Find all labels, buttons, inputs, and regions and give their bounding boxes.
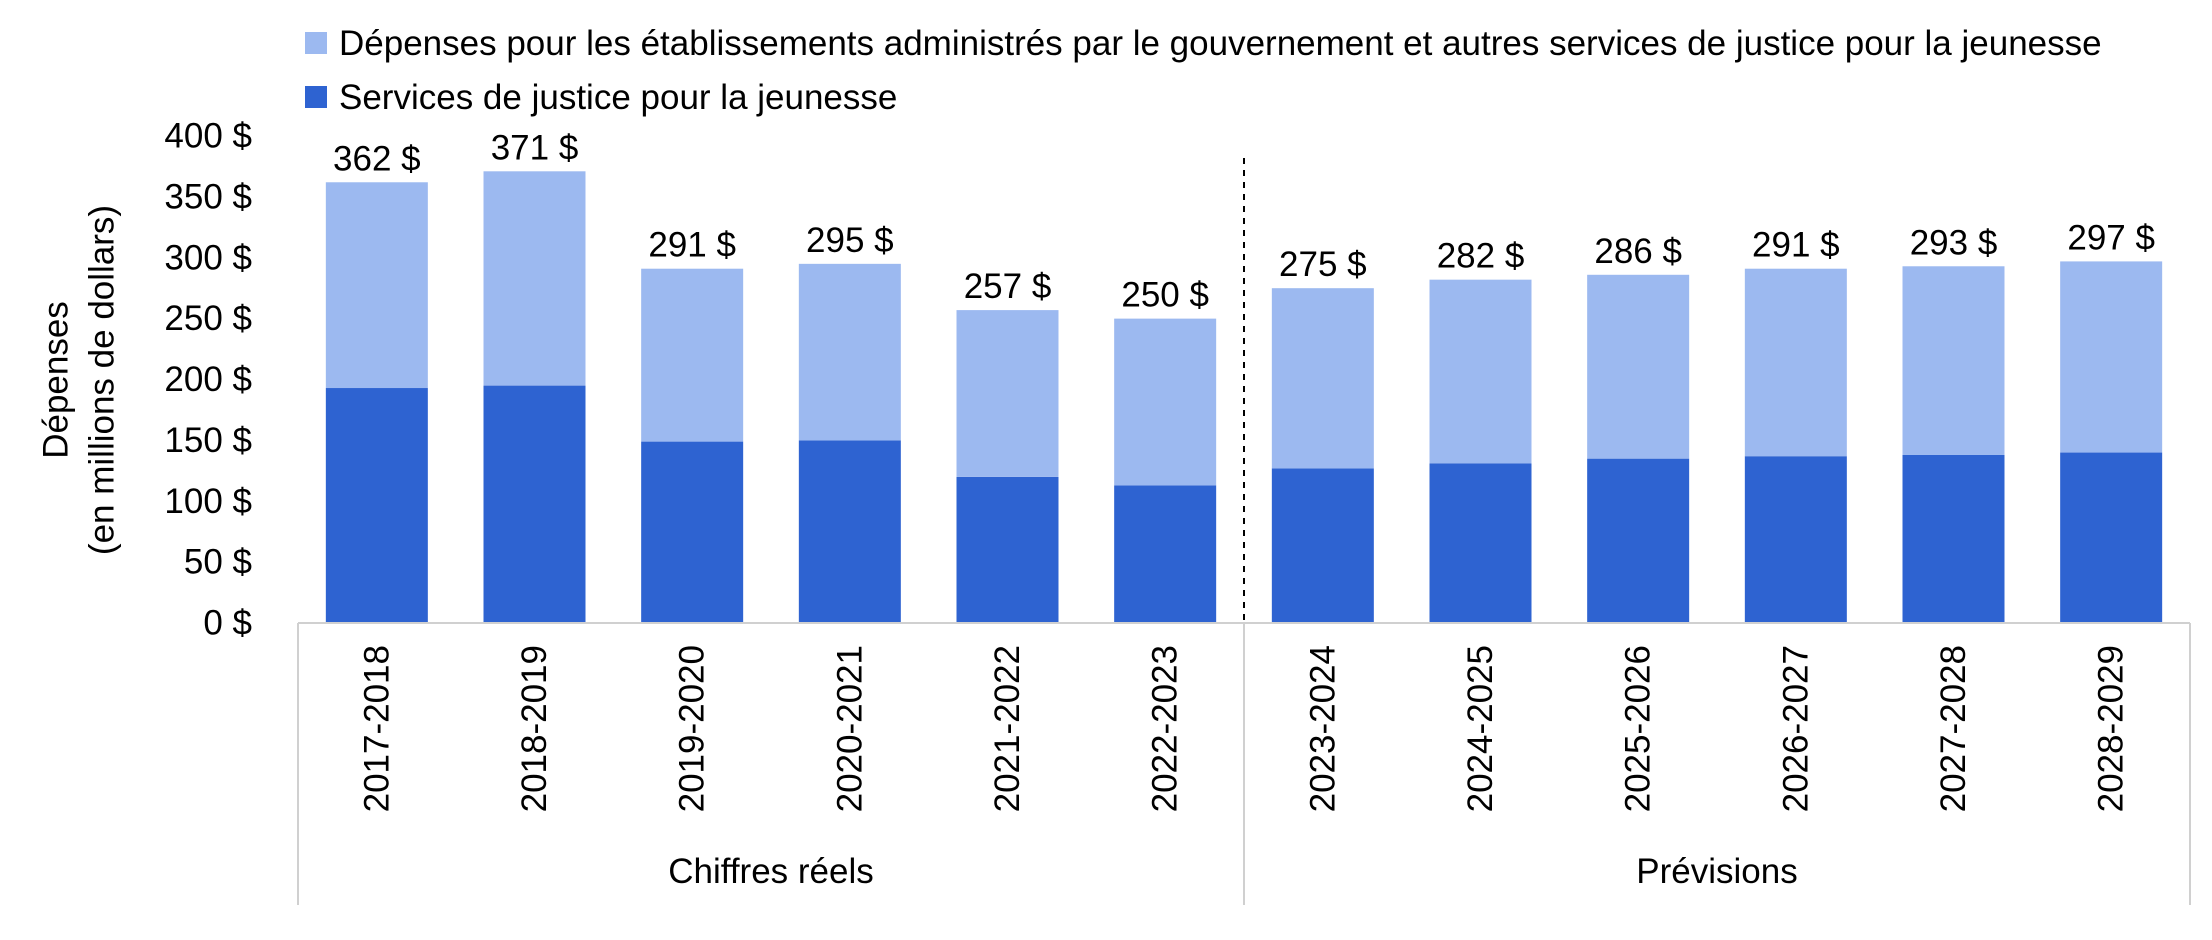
x-tick-label: 2018-2019	[515, 645, 554, 812]
y-axis-label: Dépenses (en millions de dollars)	[36, 205, 121, 555]
bar-segment-services	[641, 441, 744, 623]
bar-segment-services	[798, 440, 901, 623]
bar-segment-etablissements	[641, 268, 744, 442]
legend-label-etablissements: Dépenses pour les établissements adminis…	[339, 23, 2102, 63]
bar-segment-etablissements	[1744, 268, 1847, 457]
total-label: 291 $	[1752, 226, 1840, 265]
bar-segment-services	[1271, 468, 1374, 623]
total-labels: 362 $ 371 $ 291 $ 295 $ 257 $ 250 $ 275 $ 282 $…	[333, 128, 2155, 314]
x-tick-label: 2023-2024	[1303, 645, 1342, 812]
bar-segment-etablissements	[1587, 274, 1690, 459]
bar-segment-etablissements	[1902, 266, 2005, 455]
x-tick-label: 2020-2021	[830, 645, 869, 812]
total-label: 295 $	[806, 221, 894, 260]
y-tick-label: 400 $	[164, 117, 252, 156]
bar-segment-etablissements	[2060, 261, 2163, 453]
total-label: 250 $	[1121, 276, 1209, 315]
bar-segment-etablissements	[483, 171, 586, 386]
y-tick-label: 250 $	[164, 299, 252, 338]
bar-segment-services	[325, 388, 428, 623]
total-label: 275 $	[1279, 245, 1367, 284]
bar-segment-etablissements	[956, 310, 1059, 477]
y-tick-label: 50 $	[184, 543, 252, 582]
total-label: 297 $	[2067, 218, 2155, 257]
bar-segment-etablissements	[798, 263, 901, 441]
total-label: 282 $	[1437, 237, 1525, 276]
x-tick-label: 2019-2020	[673, 645, 712, 812]
y-tick-label: 0 $	[203, 604, 252, 643]
x-tick-label: 2028-2029	[2092, 645, 2131, 812]
bar-segment-services	[1429, 463, 1532, 623]
total-label: 293 $	[1910, 223, 1998, 262]
x-tick-label: 2024-2025	[1461, 645, 1500, 812]
x-tick-label: 2017-2018	[357, 645, 396, 812]
y-tick-label: 200 $	[164, 360, 252, 399]
total-label: 371 $	[491, 128, 579, 167]
y-axis-title-line: Dépenses	[36, 301, 75, 459]
bar-segment-etablissements	[1429, 279, 1532, 464]
chart-legend: Dépenses pour les établissements adminis…	[305, 16, 2102, 124]
bar-segment-services	[483, 385, 586, 623]
bars	[325, 171, 2163, 623]
legend-label-services: Services de justice pour la jeunesse	[339, 77, 898, 117]
y-tick-label: 300 $	[164, 238, 252, 277]
x-tick-label: 2027-2028	[1934, 645, 1973, 812]
total-label: 362 $	[333, 139, 421, 178]
legend-swatch-etablissements	[305, 32, 327, 54]
y-tick-label: 350 $	[164, 177, 252, 216]
x-tick-label: 2025-2026	[1619, 645, 1658, 812]
legend-swatch-services	[305, 86, 327, 108]
axes	[297, 158, 2191, 905]
y-axis-ticks: 0 $ 50 $ 100 $ 150 $ 200 $ 250 $ 300 $ 350 $ 400…	[164, 117, 252, 643]
group-label: Prévisions	[1636, 852, 1797, 891]
y-tick-label: 150 $	[164, 421, 252, 460]
category-groups: Chiffres réels Prévisions	[668, 852, 1798, 891]
bar-segment-etablissements	[1271, 288, 1374, 469]
y-axis-title-line: (en millions de dollars)	[82, 205, 121, 555]
legend-item-services: Services de justice pour la jeunesse	[305, 70, 2102, 124]
bar-segment-etablissements	[325, 182, 428, 389]
x-axis-ticks: 2017-2018 2018-2019 2019-2020 2020-2021 2021…	[357, 645, 2130, 812]
group-label: Chiffres réels	[668, 852, 874, 891]
legend-item-etablissements: Dépenses pour les établissements adminis…	[305, 16, 2102, 70]
bar-segment-services	[1902, 454, 2005, 623]
bar-segment-services	[2060, 452, 2163, 623]
y-tick-label: 100 $	[164, 482, 252, 521]
bar-segment-services	[956, 476, 1059, 623]
bar-segment-services	[1114, 485, 1217, 623]
total-label: 286 $	[1594, 232, 1682, 271]
total-label: 257 $	[964, 267, 1052, 306]
bar-segment-etablissements	[1114, 318, 1217, 486]
bar-segment-services	[1587, 458, 1690, 623]
x-tick-label: 2026-2027	[1776, 645, 1815, 812]
x-tick-label: 2021-2022	[988, 645, 1027, 812]
x-tick-label: 2022-2023	[1146, 645, 1185, 812]
bar-segment-services	[1744, 456, 1847, 623]
total-label: 291 $	[648, 226, 736, 265]
